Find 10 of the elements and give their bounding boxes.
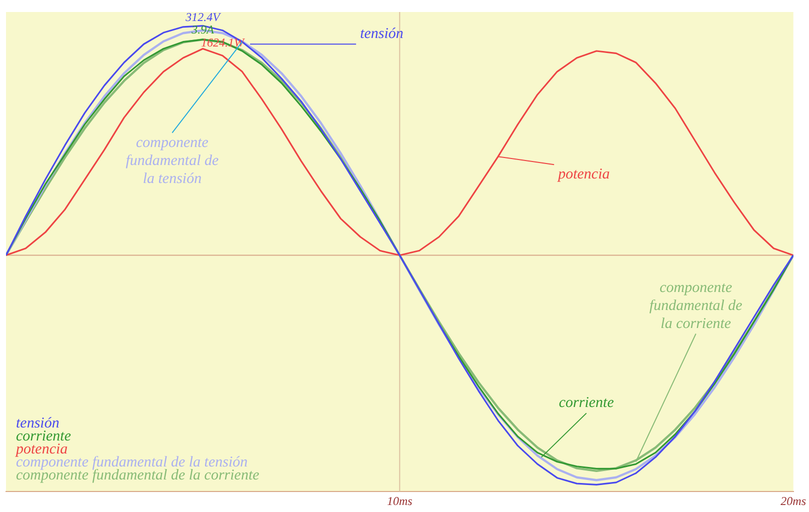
annotation: potencia bbox=[557, 166, 610, 183]
x-tick-label: 10ms bbox=[386, 494, 413, 508]
x-tick-label: 20ms bbox=[780, 494, 806, 508]
annotation: componente fundamental de la tensión bbox=[126, 134, 219, 187]
annotation: tensión bbox=[360, 26, 404, 42]
annotation: 3.9A bbox=[190, 22, 215, 37]
annotation: corriente bbox=[558, 395, 614, 412]
annotation: 312.4V bbox=[184, 10, 222, 24]
annotation: componente fundamental de la corriente bbox=[649, 280, 743, 332]
text: componente fundamental de la corriente bbox=[16, 468, 260, 484]
